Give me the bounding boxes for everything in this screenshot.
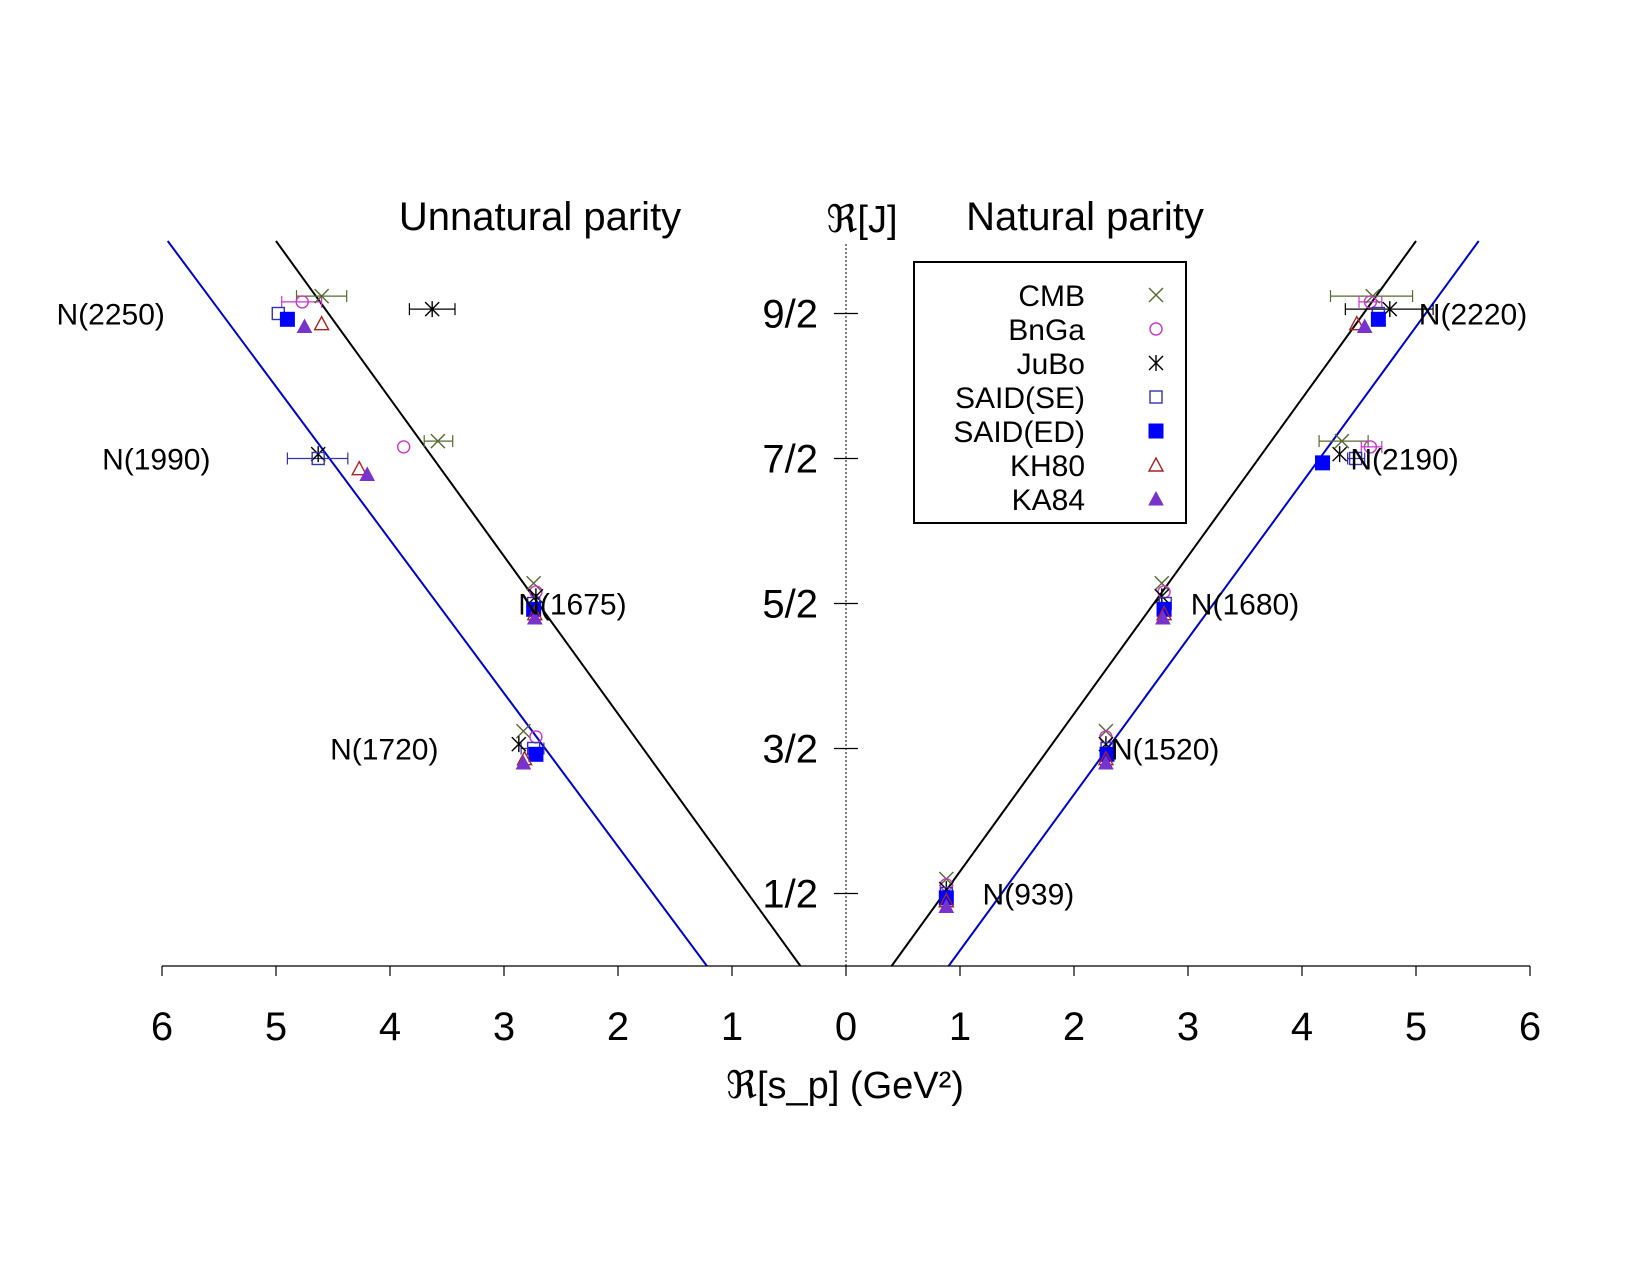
x-tick-label: 0 <box>835 1005 857 1049</box>
y-axis-label: ℜ[J] <box>826 199 897 241</box>
y-tick-label: 9/2 <box>762 293 818 337</box>
data-point <box>1363 440 1378 454</box>
resonance-labels: N(939) N(1520) N(1680) N(2190) N(2220) N(1720… <box>57 299 1528 912</box>
data-point <box>295 295 309 309</box>
axes: 6 5 4 3 2 1 0 1 2 3 4 5 6 1/2 3/2 5/2 7/2 9/2 <box>151 244 1541 1049</box>
legend-label: JuBo <box>1017 348 1085 381</box>
resonance-label: N(1990) <box>102 444 210 477</box>
legend-label: BnGa <box>1008 314 1085 347</box>
data-point <box>311 451 325 466</box>
data-point <box>279 311 295 327</box>
resonance-label: N(2250) <box>57 299 165 332</box>
x-tick-label: 3 <box>493 1005 515 1049</box>
x-tick-label: 1 <box>949 1005 971 1049</box>
data-point <box>938 898 955 914</box>
trajectory-line <box>166 240 708 967</box>
x-tick-label: 6 <box>151 1005 173 1049</box>
x-tick-label: 1 <box>721 1005 743 1049</box>
x-tick-label: 5 <box>265 1005 287 1049</box>
resonance-label: N(1720) <box>330 734 438 767</box>
legend-marker <box>1148 287 1164 303</box>
data-point <box>1154 575 1170 591</box>
x-tick-label: 4 <box>1291 1005 1313 1049</box>
data-point <box>526 575 542 591</box>
legend-marker <box>1148 423 1164 439</box>
data-point <box>1356 318 1373 334</box>
data-point <box>396 440 411 454</box>
legend-label: KH80 <box>1010 450 1085 483</box>
resonance-label: N(1680) <box>1191 589 1299 622</box>
y-tick-label: 7/2 <box>762 438 818 482</box>
data-point <box>430 433 446 449</box>
x-tick-label: 4 <box>379 1005 401 1049</box>
resonance-label: N(2220) <box>1419 299 1527 332</box>
data-points <box>271 288 1434 914</box>
legend-label: CMB <box>1018 280 1085 313</box>
trajectory-line <box>947 240 1480 967</box>
data-point <box>526 609 543 625</box>
legend-marker <box>1149 390 1163 404</box>
panel-title-right: Natural parity <box>966 195 1204 239</box>
legend-marker <box>1147 456 1165 472</box>
x-tick-label: 3 <box>1177 1005 1199 1049</box>
legend-marker <box>1148 490 1164 506</box>
data-point <box>313 315 330 331</box>
data-point <box>515 723 531 739</box>
legend-label: SAID(SE) <box>955 382 1085 415</box>
data-point <box>310 446 326 463</box>
x-tick-label: 2 <box>607 1005 629 1049</box>
data-point <box>1098 754 1114 770</box>
x-tick-label: 2 <box>1063 1005 1085 1049</box>
data-point <box>1155 609 1171 625</box>
data-point <box>351 460 368 476</box>
legend-label: SAID(ED) <box>953 416 1085 449</box>
x-tick-label: 5 <box>1405 1005 1427 1049</box>
y-tick-label: 1/2 <box>762 873 818 917</box>
data-point <box>424 301 440 318</box>
resonance-label: N(939) <box>983 879 1075 912</box>
data-point <box>1334 433 1350 449</box>
resonance-label: N(1520) <box>1111 734 1219 767</box>
y-tick-label: 5/2 <box>762 583 818 627</box>
data-point <box>528 746 544 762</box>
data-point <box>528 588 544 605</box>
x-tick-label: 6 <box>1519 1005 1541 1049</box>
trajectory-line <box>890 240 1417 967</box>
data-point <box>296 318 313 334</box>
data-point <box>1332 446 1348 463</box>
legend-marker <box>1149 322 1163 336</box>
legend-marker <box>1148 355 1164 371</box>
y-tick-label: 3/2 <box>762 728 818 772</box>
data-point <box>1363 295 1378 309</box>
x-axis-label: ℜ[s_p] (GeV²) <box>726 1065 964 1107</box>
data-point <box>1370 311 1386 327</box>
data-point <box>1154 588 1170 605</box>
legend-label: KA84 <box>1012 484 1085 517</box>
data-point <box>515 754 532 770</box>
resonance-label: N(1675) <box>518 589 626 622</box>
panel-title-left: Unnatural parity <box>399 195 681 239</box>
data-point <box>511 736 527 753</box>
legend-box <box>913 261 1187 524</box>
data-point <box>359 466 376 481</box>
resonance-label: N(2190) <box>1350 444 1458 477</box>
data-point <box>1348 315 1365 331</box>
data-point <box>1348 451 1363 466</box>
data-point <box>314 288 330 304</box>
data-point <box>1315 455 1331 471</box>
